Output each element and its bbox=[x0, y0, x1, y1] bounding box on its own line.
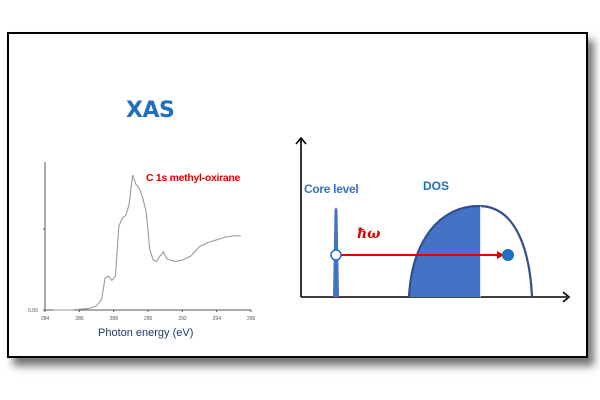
dos-occupied-fill bbox=[409, 206, 481, 297]
xas-plot: 284 286 288 290 292 294 296 0.00 bbox=[28, 162, 256, 322]
dos-outline bbox=[407, 204, 534, 298]
dos-label: DOS bbox=[423, 179, 450, 193]
xas-x-tick-label: 288 bbox=[110, 316, 119, 322]
xas-spectrum-line bbox=[53, 174, 241, 311]
excited-electron-icon bbox=[502, 249, 514, 261]
core-hole-icon bbox=[330, 249, 342, 261]
xas-x-axis-label: Photon energy (eV) bbox=[98, 327, 194, 339]
xas-x-tick-label: 292 bbox=[178, 316, 187, 322]
core-level-label: Core level bbox=[304, 182, 359, 196]
dos-schematic bbox=[295, 136, 571, 303]
slide-title: XAS bbox=[126, 98, 175, 123]
xas-x-tick-label: 284 bbox=[41, 316, 50, 322]
xas-x-ticks: 284 286 288 290 292 294 296 bbox=[41, 310, 256, 322]
xas-x-tick-label: 286 bbox=[75, 316, 84, 322]
xas-x-tick-label: 296 bbox=[247, 316, 256, 322]
xas-x-tick-label: 290 bbox=[144, 316, 153, 322]
excitation-arrowhead bbox=[497, 251, 504, 259]
dos-axis-arrowhead bbox=[295, 136, 307, 145]
xas-y-tick-label: 0.00 bbox=[28, 308, 38, 314]
xas-x-tick-label: 294 bbox=[213, 316, 222, 322]
xas-series-label: C 1s methyl-oxirane bbox=[146, 172, 241, 184]
photon-energy-label: ħω bbox=[357, 226, 381, 242]
slide-frame bbox=[7, 32, 588, 358]
energy-axis-arrowhead bbox=[562, 291, 571, 303]
